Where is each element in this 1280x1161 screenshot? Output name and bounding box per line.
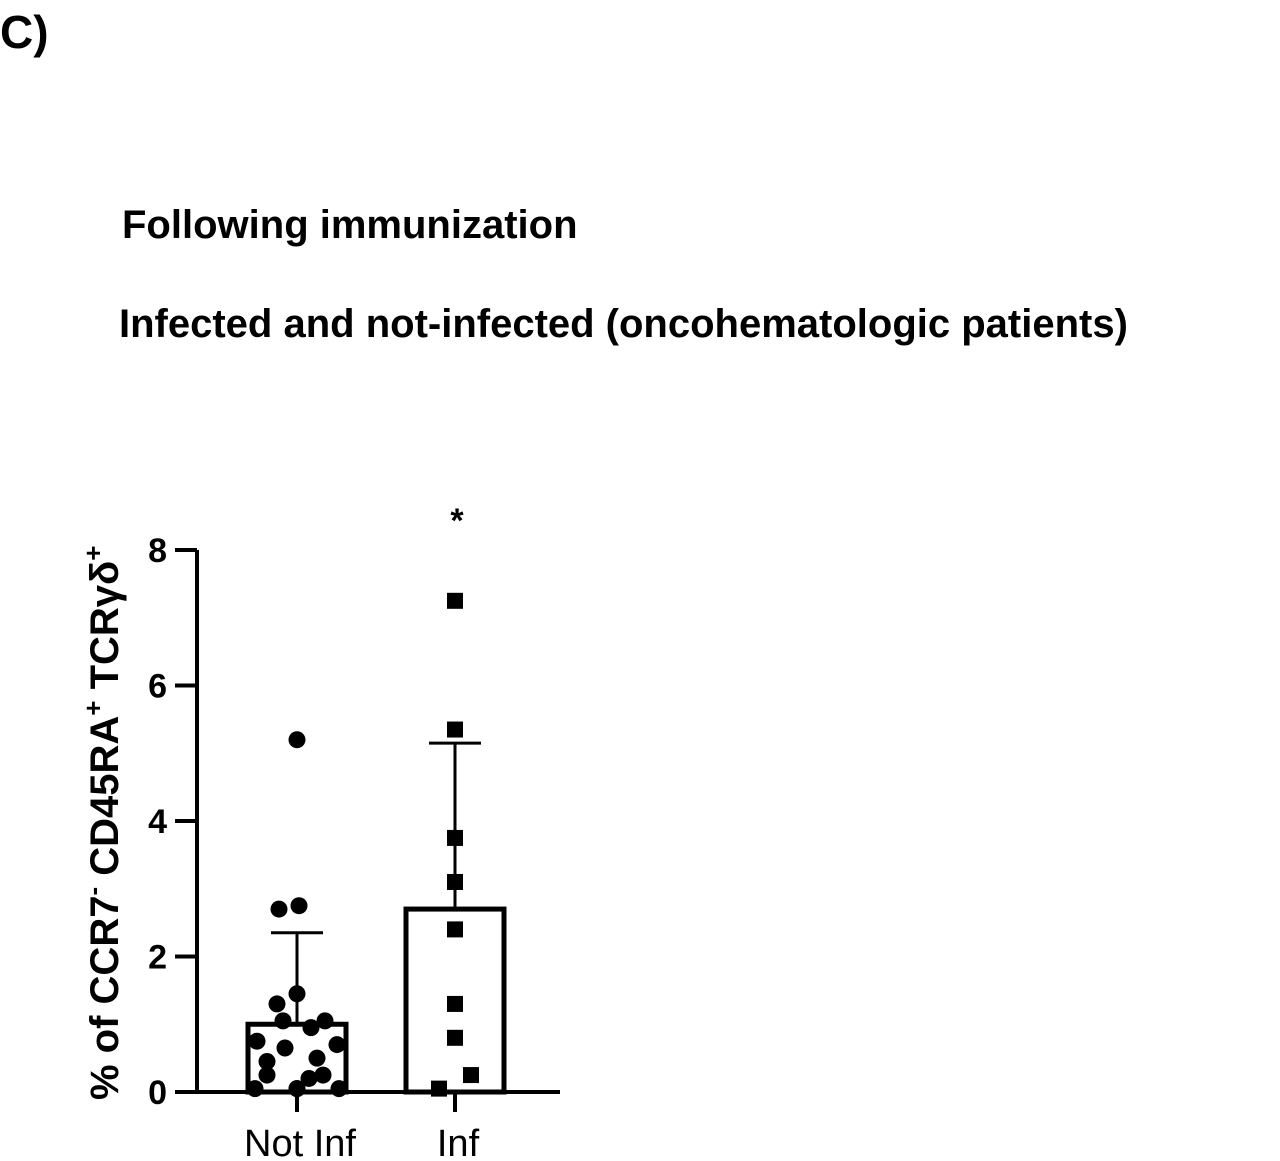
chart-title: Following immunization xyxy=(122,203,578,247)
data-point xyxy=(248,1032,266,1050)
data-point xyxy=(270,900,288,918)
data-point xyxy=(447,592,463,609)
x-tick-label: Inf xyxy=(437,1123,480,1161)
data-point xyxy=(447,829,463,846)
data-point xyxy=(431,1080,447,1097)
data-point xyxy=(447,873,463,890)
data-point xyxy=(258,1053,276,1071)
data-point xyxy=(314,1066,332,1084)
data-point xyxy=(288,731,306,749)
data-point xyxy=(258,1066,276,1084)
data-points xyxy=(246,592,479,1098)
data-point xyxy=(447,921,463,938)
data-point xyxy=(288,985,306,1003)
chart-subtitle: Infected and not-infected (oncohematolog… xyxy=(119,302,1128,346)
data-point xyxy=(288,1080,306,1098)
y-tick-label: 4 xyxy=(148,803,167,841)
y-tick-label: 2 xyxy=(148,939,167,977)
data-point xyxy=(316,1012,334,1030)
data-point xyxy=(290,897,308,915)
y-axis-label: % of CCR7- CD45RA+ TCRγδ+ xyxy=(78,546,127,1100)
data-point xyxy=(274,1012,292,1030)
data-point xyxy=(328,1036,346,1054)
data-point xyxy=(300,1069,318,1087)
data-point xyxy=(330,1080,348,1098)
data-point xyxy=(276,1039,294,1057)
data-point xyxy=(246,1080,264,1098)
data-point xyxy=(308,1049,326,1067)
y-tick-label: 0 xyxy=(148,1074,167,1112)
chart-labels: 0 2 4 6 8 Not Inf Inf * % of CCR7- CD45RA+ TCRγδ… xyxy=(78,502,480,1161)
significance-marker: * xyxy=(450,502,464,540)
data-point xyxy=(463,1067,479,1084)
y-tick-label: 8 xyxy=(148,532,167,570)
data-point xyxy=(447,995,463,1012)
x-tick-label: Not Inf xyxy=(244,1123,356,1161)
bars xyxy=(245,906,507,1095)
data-point xyxy=(302,1019,320,1037)
y-tick-label: 6 xyxy=(148,668,167,706)
data-point xyxy=(268,995,286,1013)
panel-label: C) xyxy=(0,6,49,58)
data-point xyxy=(447,1029,463,1046)
data-point xyxy=(447,721,463,738)
